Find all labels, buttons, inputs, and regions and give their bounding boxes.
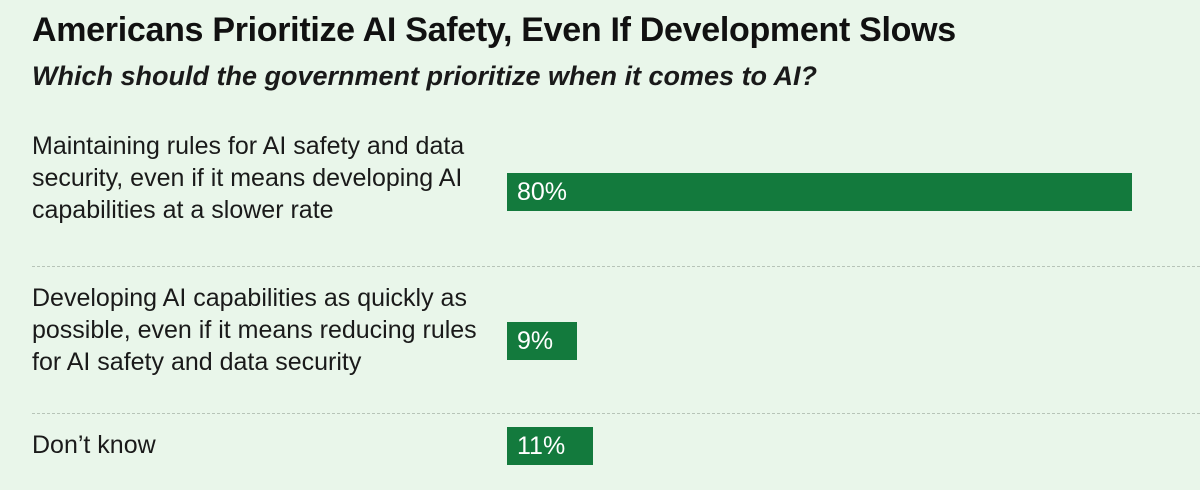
category-label: Don’t know bbox=[32, 431, 156, 459]
row-divider bbox=[32, 413, 1200, 414]
bar: 11% bbox=[507, 427, 593, 465]
bar: 9% bbox=[507, 322, 578, 360]
category-label: Developing AI capabilities as quickly as… bbox=[32, 284, 477, 376]
chart-subtitle: Which should the government prioritize w… bbox=[32, 61, 818, 91]
bar: 80% bbox=[507, 173, 1132, 211]
data-label: 11% bbox=[517, 432, 566, 460]
data-label: 9% bbox=[517, 327, 554, 355]
category-label: Maintaining rules for AI safety and data… bbox=[32, 132, 465, 224]
chart-title: Americans Prioritize AI Safety, Even If … bbox=[32, 11, 956, 49]
data-label: 80% bbox=[517, 178, 568, 206]
row-divider bbox=[32, 266, 1200, 267]
